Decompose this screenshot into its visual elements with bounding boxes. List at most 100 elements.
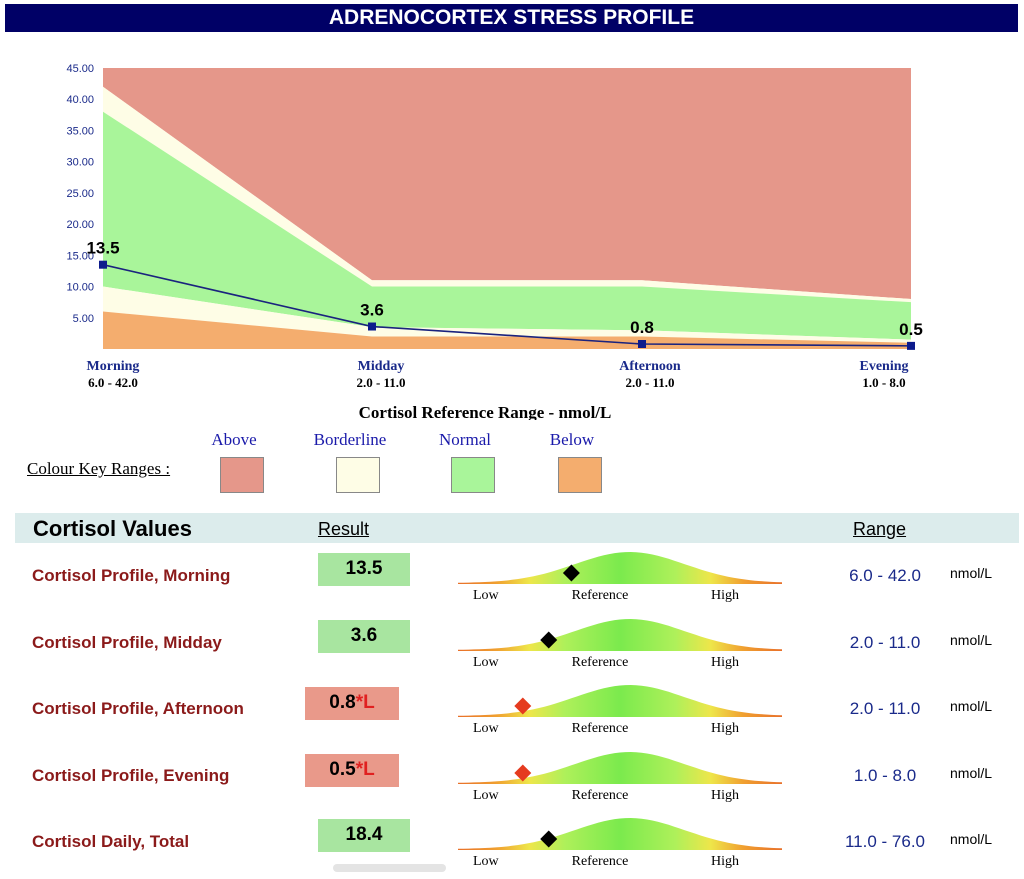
result-value: 18.4 [318, 819, 410, 852]
gauge-marker [514, 764, 532, 781]
cortisol-series: 13.5 3.6 0.8 0.5 [86, 239, 923, 350]
row-name: Cortisol Profile, Midday [32, 632, 222, 652]
data-point [907, 341, 915, 350]
y-tick-label: 40.00 [66, 94, 94, 106]
gauge-marker [514, 697, 532, 715]
y-tick-label: 10.00 [66, 282, 94, 294]
colour-key-swatch-normal [451, 457, 495, 493]
result-flag: *L [355, 692, 375, 713]
row-range: 11.0 - 76.0 [844, 832, 926, 851]
gauge-low-label: Low [473, 655, 500, 670]
gauge-curve [458, 618, 782, 651]
cortisol-profile-chart: 5.00 10.00 15.00 20.00 25.00 30.00 35.00 40.00 4… [66, 63, 923, 420]
reference-gauge: Low Reference High [458, 685, 782, 736]
gauge-reference-label: Reference [572, 788, 629, 803]
row-name: Cortisol Daily, Total [32, 832, 190, 851]
result-number: 0.5 [329, 758, 356, 780]
gauge-curve [458, 552, 782, 584]
gauge-low-label: Low [473, 788, 500, 803]
y-tick-label: 25.00 [66, 188, 94, 200]
x-category-range: 2.0 - 11.0 [625, 375, 674, 390]
data-label: 0.8 [630, 318, 654, 337]
values-header-bar [15, 513, 1019, 543]
row-unit: nmol/L [950, 631, 993, 648]
result-value: 13.5 [318, 553, 410, 586]
gauge-low-label: Low [473, 854, 500, 869]
x-category-range: 1.0 - 8.0 [862, 375, 905, 390]
y-tick-label: 30.00 [66, 157, 94, 169]
page-title-banner: ADRENOCORTEX STRESS PROFILE [5, 4, 1018, 32]
colour-key-swatch-below [558, 457, 602, 493]
y-axis-ticks: 5.00 10.00 15.00 20.00 25.00 30.00 35.00 40.00 4… [66, 63, 94, 325]
data-label: 0.5 [899, 320, 923, 339]
data-label: 3.6 [360, 301, 384, 320]
gauge-high-label: High [711, 854, 739, 869]
band-below [103, 311, 911, 349]
y-tick-label: 15.00 [66, 250, 94, 262]
result-value: 3.6 [318, 619, 410, 653]
reference-gauge: Low Reference High [458, 618, 782, 670]
y-tick-label: 20.00 [66, 219, 94, 231]
row-unit: nmol/L [950, 698, 993, 714]
values-title: Cortisol Values [33, 516, 192, 541]
gauge-reference-label: Reference [572, 854, 629, 869]
gauge-reference-label: Reference [572, 588, 629, 603]
series-line [102, 263, 912, 347]
gauge-low-label: Low [473, 588, 500, 603]
reference-gauge: Low Reference High [458, 818, 782, 869]
x-category-label: Midday [358, 359, 405, 374]
x-category-range: 6.0 - 42.0 [88, 375, 138, 390]
row-unit: nmol/L [950, 831, 993, 847]
row-unit: nmol/L [950, 565, 993, 581]
y-tick-label: 5.00 [73, 313, 94, 325]
result-value: 0.8*L [305, 687, 399, 720]
result-number: 3.6 [350, 624, 378, 646]
band-above [103, 68, 911, 300]
y-tick-label: 45.00 [66, 63, 94, 75]
row-range: 2.0 - 11.0 [849, 632, 921, 652]
data-label: 13.5 [86, 239, 119, 258]
gauge-high-label: High [711, 655, 739, 670]
data-point [638, 340, 646, 349]
data-point [99, 260, 107, 269]
gauge-high-label: High [711, 721, 739, 736]
x-category-label: Afternoon [619, 359, 681, 374]
range-column-header: Range [853, 519, 907, 539]
gauge-curve [458, 751, 782, 784]
result-number: 0.8 [329, 692, 356, 713]
colour-key-label-below: Below [549, 430, 595, 449]
row-name: Cortisol Profile, Afternoon [32, 699, 244, 718]
gauge-reference-label: Reference [572, 655, 629, 670]
row-range: 2.0 - 11.0 [849, 699, 921, 718]
reference-gauge: Low Reference High [458, 751, 782, 803]
x-category-range: 2.0 - 11.0 [356, 375, 405, 390]
colour-key-label-borderline: Borderline [313, 430, 387, 449]
result-flag: *L [355, 758, 375, 780]
row-unit: nmol/L [950, 764, 993, 781]
data-point [368, 322, 376, 331]
colour-key-label-above: Above [211, 430, 257, 449]
row-range: 6.0 - 42.0 [849, 566, 921, 585]
x-category-label: Evening [859, 359, 908, 374]
reference-bands [103, 68, 911, 349]
gauge-high-label: High [711, 588, 739, 603]
y-tick-label: 35.00 [66, 125, 94, 137]
colour-key-label-normal: Normal [439, 430, 491, 449]
colour-key-title: Colour Key Ranges : [27, 459, 171, 478]
reference-gauge: Low Reference High [458, 552, 782, 603]
gauge-reference-label: Reference [572, 721, 629, 736]
colour-key-swatch-borderline [336, 457, 380, 493]
horizontal-scrollbar[interactable] [333, 864, 446, 872]
gauge-curve [458, 685, 782, 717]
gauge-marker [540, 830, 558, 848]
result-value: 0.5*L [305, 753, 399, 787]
x-axis-label: Cortisol Reference Range - nmol/L [359, 403, 612, 420]
result-column-header: Result [318, 519, 370, 539]
row-name: Cortisol Profile, Evening [32, 765, 230, 785]
x-category-label: Morning [87, 359, 140, 374]
band-normal [103, 111, 911, 340]
gauge-curve [458, 818, 782, 850]
row-range: 1.0 - 8.0 [853, 765, 917, 785]
result-number: 18.4 [345, 824, 383, 845]
